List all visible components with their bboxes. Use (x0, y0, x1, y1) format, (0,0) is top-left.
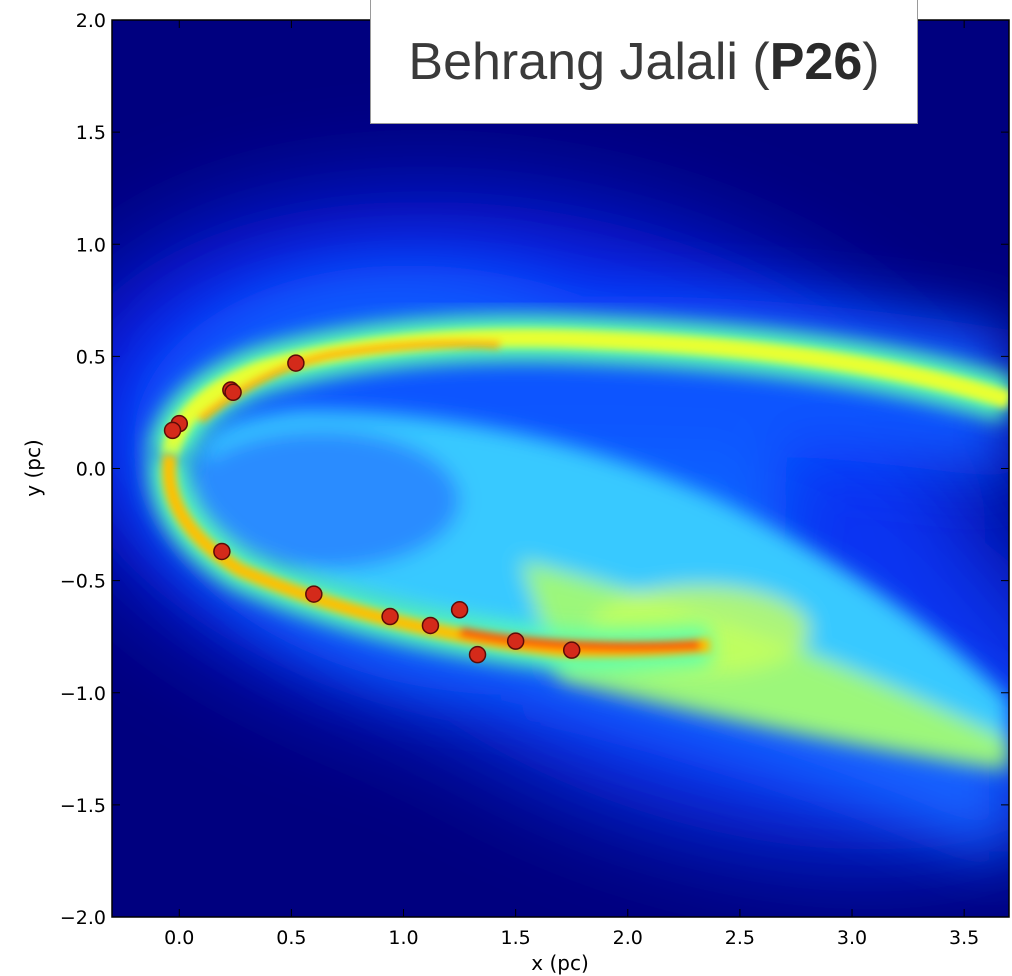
y-tick-label: −1.0 (60, 683, 106, 705)
star-marker (452, 602, 468, 618)
star-marker (306, 586, 322, 602)
x-tick-label: 3.0 (837, 927, 867, 949)
plot-area (12, 20, 1012, 940)
star-marker (382, 609, 398, 625)
y-tick-label: 0.0 (76, 459, 106, 481)
title-code: P26 (770, 32, 863, 92)
title-close-paren: ) (862, 32, 879, 92)
y-tick-label: 1.5 (76, 122, 106, 144)
y-tick-label: 2.0 (76, 10, 106, 32)
star-marker (288, 355, 304, 371)
y-tick-label: 0.5 (76, 346, 106, 368)
x-tick-label: 2.0 (613, 927, 643, 949)
x-axis-label: x (pc) (531, 951, 589, 975)
star-marker (214, 543, 230, 559)
x-tick-label: 1.5 (501, 927, 531, 949)
title-name: Behrang Jalali (408, 32, 738, 92)
y-tick-label: −1.5 (60, 795, 106, 817)
title-box: Behrang Jalali (P26) (370, 0, 918, 124)
x-tick-label: 0.0 (164, 927, 194, 949)
x-tick-label: 0.5 (276, 927, 306, 949)
x-tick-label: 2.5 (725, 927, 755, 949)
x-tick-label: 3.5 (949, 927, 979, 949)
y-tick-label: −2.0 (60, 907, 106, 929)
title-open-paren: ( (752, 32, 769, 92)
star-marker (225, 384, 241, 400)
star-marker (564, 642, 580, 658)
star-marker (422, 617, 438, 633)
y-axis-label: y (pc) (21, 439, 45, 497)
y-tick-label: 1.0 (76, 234, 106, 256)
star-marker (165, 422, 181, 438)
star-marker (508, 633, 524, 649)
star-marker (470, 647, 486, 663)
x-tick-label: 1.0 (388, 927, 418, 949)
y-tick-label: −0.5 (60, 571, 106, 593)
